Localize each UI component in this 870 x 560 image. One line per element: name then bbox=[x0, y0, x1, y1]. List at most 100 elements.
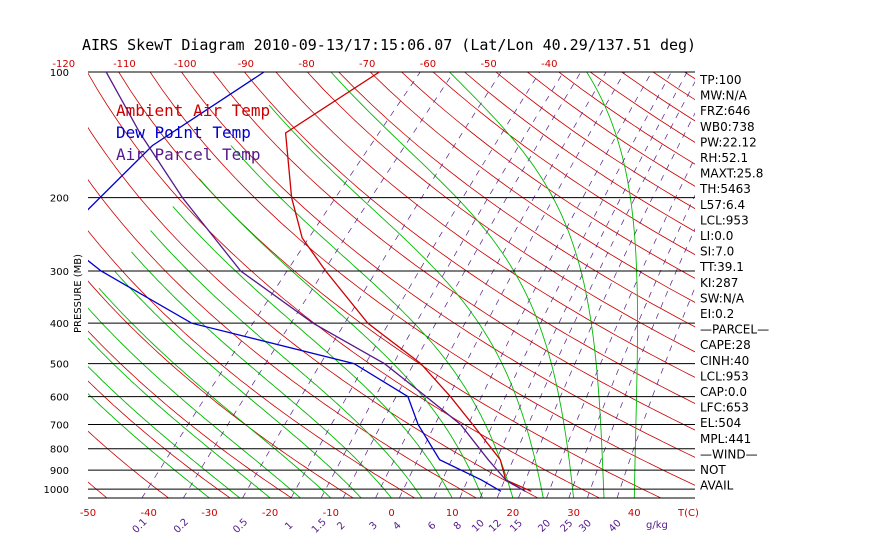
dry-adiabat-line bbox=[495, 72, 695, 210]
mixing-ratio-line bbox=[459, 72, 672, 498]
legend-dew-point-temp: Dew Point Temp bbox=[116, 123, 251, 142]
dry-adiabat-line bbox=[212, 72, 695, 431]
bottom-temp-tick-label: 0 bbox=[388, 508, 394, 519]
moist-adiabat-line bbox=[586, 72, 638, 498]
bottom-temp-tick-label: -30 bbox=[201, 508, 217, 519]
bottom-temp-tick-label: -10 bbox=[323, 508, 339, 519]
dry-adiabat-line bbox=[464, 72, 695, 232]
mixing-ratio-tick-label: 40 bbox=[607, 518, 624, 535]
index-text: MPL:441 bbox=[700, 432, 751, 446]
pressure-tick-label: 300 bbox=[50, 267, 69, 278]
mixing-ratio-tick-label: 0.2 bbox=[172, 517, 191, 536]
moist-adiabat-line bbox=[88, 365, 241, 498]
mixing-ratio-line bbox=[375, 72, 607, 498]
index-text: TP:100 bbox=[699, 73, 742, 87]
index-text: —PARCEL— bbox=[700, 323, 769, 337]
x-axis-unit-label: T(C) bbox=[677, 508, 699, 519]
chart-title: AIRS SkewT Diagram 2010-09-13/17:15:06.0… bbox=[82, 36, 696, 54]
mixing-ratio-line bbox=[342, 72, 582, 498]
pressure-tick-label: 600 bbox=[50, 393, 69, 404]
y-axis-label: PRESSURE (MB) bbox=[73, 254, 84, 333]
dry-adiabat-line bbox=[88, 72, 600, 498]
dry-adiabat-line bbox=[432, 72, 695, 256]
pressure-tick-label: 1000 bbox=[44, 485, 69, 496]
bottom-temp-tick-label: 20 bbox=[507, 508, 520, 519]
index-text: SI:7.0 bbox=[700, 245, 734, 259]
index-text: KI:287 bbox=[700, 276, 738, 290]
dry-adiabat-line bbox=[88, 430, 169, 498]
pressure-tick-label: 100 bbox=[50, 68, 69, 79]
dry-adiabat-line bbox=[88, 179, 477, 498]
index-text: EL:504 bbox=[700, 416, 741, 430]
mixing-ratio-line bbox=[141, 72, 421, 498]
mixing-ratio-line bbox=[479, 72, 688, 498]
index-text: TT:39.1 bbox=[699, 260, 744, 274]
index-text: SW:N/A bbox=[700, 291, 745, 305]
index-text: CAPE:28 bbox=[700, 338, 751, 352]
pressure-tick-label: 900 bbox=[50, 466, 69, 477]
index-text: CINH:40 bbox=[700, 354, 749, 368]
mixing-ratio-unit-label: g/kg bbox=[646, 520, 668, 531]
moist-adiabat-line bbox=[268, 104, 544, 498]
legend: Ambient Air Temp Dew Point Temp Air Parc… bbox=[116, 101, 270, 164]
top-temp-tick-label: -80 bbox=[298, 59, 314, 70]
isobars bbox=[88, 71, 695, 499]
legend-air-parcel-temp: Air Parcel Temp bbox=[116, 145, 261, 164]
series-line-dew-point-temp bbox=[88, 72, 502, 492]
bottom-temp-tick-labels: -50 -40 -30 -20 -10 0 10 20 30 40 bbox=[80, 508, 641, 519]
pressure-tick-label: 400 bbox=[50, 319, 69, 330]
index-text: FRZ:646 bbox=[700, 104, 750, 118]
dry-adiabat-line bbox=[88, 126, 539, 498]
index-text: LI:0.0 bbox=[700, 229, 733, 243]
mixing-ratio-line bbox=[320, 72, 564, 498]
dry-adiabat-line bbox=[307, 72, 695, 353]
dry-adiabat-line bbox=[88, 280, 354, 498]
mixing-ratio-tick-label: 2 bbox=[335, 520, 347, 532]
top-temp-tick-label: -60 bbox=[420, 59, 436, 70]
pressure-tick-label: 700 bbox=[50, 421, 69, 432]
moist-adiabat-line bbox=[114, 270, 362, 498]
index-text: LCL:953 bbox=[700, 213, 749, 227]
mixing-ratio-tick-label: 4 bbox=[391, 520, 403, 532]
top-temp-tick-label: -120 bbox=[52, 59, 75, 70]
mixing-ratio-tick-label: 20 bbox=[536, 518, 553, 535]
series-line-air-parcel-temp bbox=[105, 72, 526, 492]
top-temp-tick-label: -50 bbox=[480, 59, 496, 70]
index-text: AVAIL bbox=[700, 479, 734, 493]
moist-adiabat-line bbox=[88, 307, 301, 498]
mixing-ratio-tick-label: 15 bbox=[508, 518, 525, 535]
mixing-ratio-line bbox=[546, 156, 695, 498]
dry-adiabat-line bbox=[338, 72, 695, 328]
dry-adiabat-line bbox=[88, 330, 292, 498]
moist-adiabat-line bbox=[198, 178, 484, 498]
index-text: —WIND— bbox=[700, 447, 758, 461]
bottom-temp-tick-label: -20 bbox=[262, 508, 278, 519]
dry-adiabat-line bbox=[181, 72, 695, 458]
bottom-temp-tick-label: 10 bbox=[446, 508, 459, 519]
dry-adiabat-line bbox=[527, 72, 695, 187]
index-text: PW:22.12 bbox=[700, 135, 757, 149]
dry-adiabat-line bbox=[244, 72, 695, 404]
dry-adiabat-line bbox=[810, 72, 870, 498]
mixing-ratio-tick-label: 12 bbox=[487, 518, 504, 535]
index-text: TH:5463 bbox=[699, 182, 751, 196]
index-text: EI:0.2 bbox=[700, 307, 734, 321]
top-temp-tick-label: -100 bbox=[174, 59, 197, 70]
mixing-ratio-line bbox=[433, 72, 652, 498]
mixing-ratio-tick-label: 30 bbox=[577, 518, 594, 535]
mixing-ratio-tick-label: 25 bbox=[559, 518, 576, 535]
index-text: NOT bbox=[700, 463, 726, 477]
index-text: RH:52.1 bbox=[700, 151, 748, 165]
index-text: CAP:0.0 bbox=[700, 385, 747, 399]
profile-series bbox=[88, 72, 532, 492]
pressure-tick-label: 800 bbox=[50, 445, 69, 456]
pressure-tick-labels: 100 200 300 400 500 600 700 800 900 1000 bbox=[44, 68, 69, 496]
mixing-ratio-tick-label: 3 bbox=[368, 520, 380, 532]
moist-adiabat-line bbox=[98, 287, 332, 498]
dry-adiabat-line bbox=[0, 72, 46, 498]
bottom-temp-tick-label: -50 bbox=[80, 508, 96, 519]
index-text: MAXT:25.8 bbox=[700, 167, 763, 181]
dry-adiabat-line bbox=[842, 72, 870, 498]
dry-adiabat-line bbox=[118, 72, 662, 498]
